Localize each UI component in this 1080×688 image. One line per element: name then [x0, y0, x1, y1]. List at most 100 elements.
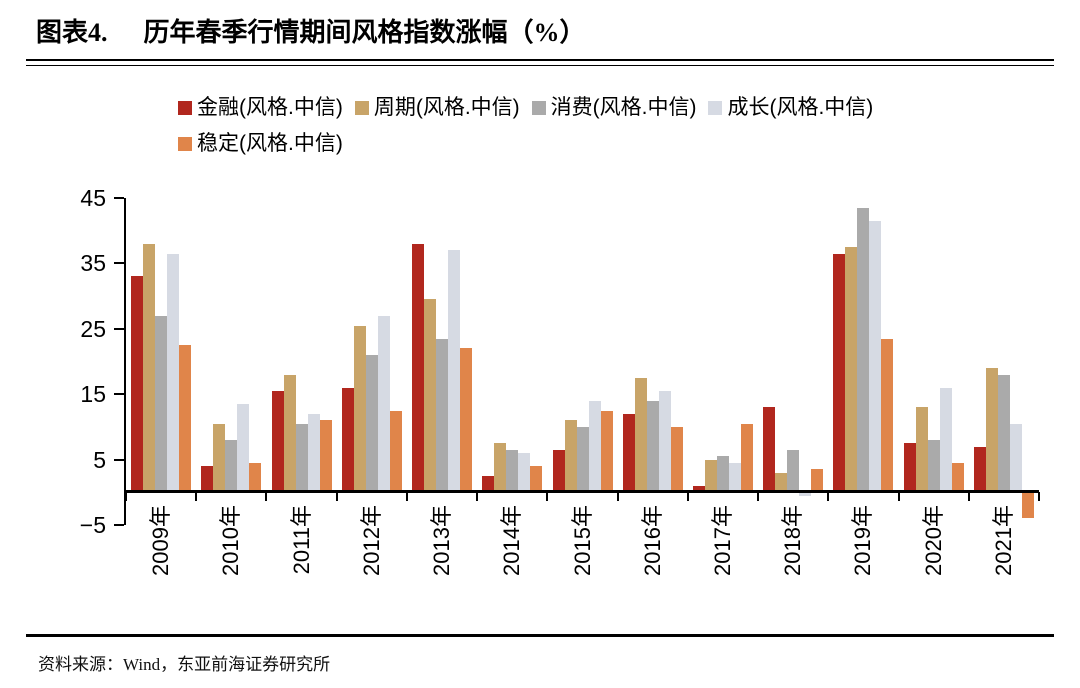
x-tick — [195, 492, 198, 502]
bar-cycle-2017 — [704, 459, 717, 493]
bar-cycle-2013 — [424, 299, 437, 493]
bar-cycle-2020 — [915, 407, 928, 493]
legend-swatch-stable — [178, 137, 192, 151]
bar-finance-2018 — [763, 407, 776, 493]
y-tick — [114, 262, 124, 265]
title-divider — [26, 59, 1054, 66]
bar-stable-2010 — [249, 462, 262, 493]
x-tick — [476, 492, 479, 502]
x-axis-label: 2014年 — [499, 505, 525, 577]
bar-growth-2020 — [939, 387, 952, 493]
bar-growth-2012 — [377, 315, 390, 493]
bar-stable-2017 — [740, 423, 753, 493]
bar-finance-2019 — [833, 253, 846, 493]
legend-item-cycle: 周期(风格.中信) — [354, 95, 520, 121]
legend-item-finance: 金融(风格.中信) — [178, 95, 343, 121]
bar-stable-2019 — [881, 338, 894, 493]
bar-stable-2015 — [600, 410, 613, 493]
y-tick — [114, 197, 124, 199]
x-axis-label: 2012年 — [358, 505, 384, 577]
bar-cycle-2021 — [985, 368, 998, 493]
y-tick — [114, 524, 124, 526]
x-tick — [405, 492, 408, 502]
y-tick-label: 35 — [80, 250, 106, 277]
x-tick — [265, 492, 268, 502]
x-axis-label: 2013年 — [429, 505, 455, 577]
bar-consumer-2010 — [225, 439, 238, 493]
x-axis-label: 2018年 — [780, 505, 806, 577]
bar-growth-2010 — [237, 404, 250, 493]
bar-finance-2010 — [201, 466, 214, 493]
x-axis-line — [124, 490, 1039, 493]
legend-swatch-finance — [178, 101, 192, 115]
bar-stable-2021 — [1021, 492, 1034, 519]
bar-growth-2019 — [869, 220, 882, 493]
x-tick — [686, 492, 689, 502]
y-axis-line — [124, 198, 126, 525]
legend-label-stable: 稳定(风格.中信) — [197, 132, 343, 155]
legend-item-consumer: 消费(风格.中信) — [531, 95, 697, 121]
bar-finance-2016 — [622, 413, 635, 493]
bar-finance-2015 — [552, 449, 565, 493]
y-tick-label: 15 — [80, 381, 106, 408]
legend-swatch-consumer — [531, 101, 546, 115]
x-axis-label: 2015年 — [569, 505, 595, 577]
x-tick — [757, 492, 760, 502]
bar-stable-2016 — [670, 426, 683, 493]
figure-title-text: 历年春季行情期间风格指数涨幅（%） — [143, 18, 586, 47]
x-axis-label: 2020年 — [920, 505, 946, 577]
bar-stable-2018 — [811, 469, 824, 493]
bar-cycle-2018 — [775, 472, 788, 493]
footer-divider — [26, 634, 1054, 637]
x-tick — [616, 492, 619, 502]
x-tick — [897, 492, 900, 502]
bar-stable-2013 — [460, 348, 473, 493]
bar-consumer-2017 — [716, 456, 729, 493]
bar-growth-2016 — [658, 390, 671, 493]
bar-finance-2021 — [973, 446, 986, 493]
bar-growth-2018 — [799, 492, 812, 496]
x-axis-label: 2019年 — [850, 505, 876, 577]
bar-cycle-2015 — [564, 420, 577, 493]
legend-label-consumer: 消费(风格.中信) — [550, 96, 697, 119]
bar-consumer-2020 — [927, 439, 940, 493]
bar-consumer-2012 — [365, 354, 378, 493]
y-tick-label: 5 — [93, 446, 106, 473]
x-tick — [546, 492, 549, 502]
bar-growth-2014 — [518, 453, 531, 493]
x-axis-label: 2017年 — [709, 505, 735, 577]
legend: 金融(风格.中信) 周期(风格.中信) 消费(风格.中信) 成长(风格.中信) 稳定(风… — [172, 90, 908, 162]
bar-finance-2014 — [482, 475, 495, 493]
x-axis-label: 2009年 — [148, 505, 174, 577]
x-tick — [827, 492, 830, 502]
x-tick — [1038, 492, 1040, 502]
x-axis-label: 2021年 — [990, 505, 1016, 577]
figure-number: 图表4. — [36, 18, 108, 47]
x-axis-label: 2010年 — [218, 505, 244, 577]
bar-finance-2017 — [692, 485, 705, 493]
y-tick-label: −5 — [79, 512, 106, 538]
bar-consumer-2021 — [997, 374, 1010, 493]
bar-cycle-2012 — [353, 325, 366, 493]
figure-title: 图表4. 历年春季行情期间风格指数涨幅（%） — [26, 16, 1054, 50]
data-source: 资料来源：Wind，东亚前海证券研究所 — [38, 655, 331, 674]
legend-swatch-cycle — [354, 101, 369, 115]
bar-cycle-2010 — [213, 423, 226, 493]
y-tick-label: 25 — [80, 315, 106, 342]
bar-growth-2009 — [167, 253, 180, 493]
bar-growth-2021 — [1009, 423, 1022, 493]
bar-stable-2014 — [530, 466, 543, 493]
bar-consumer-2011 — [295, 423, 308, 493]
x-tick — [335, 492, 338, 502]
plot-area: 45 35 25 15 5 −5 2009年 2010年 2011年 2012年 2013年 2014… — [80, 185, 1040, 576]
bar-chart: 45 35 25 15 5 −5 2009年 2010年 2011年 2012年 2013年 2014… — [26, 184, 1054, 630]
legend-label-cycle: 周期(风格.中信) — [373, 96, 520, 119]
bar-consumer-2018 — [787, 449, 800, 493]
legend-item-stable: 稳定(风格.中信) — [178, 131, 343, 157]
bar-finance-2012 — [341, 387, 354, 493]
legend-item-growth: 成长(风格.中信) — [708, 95, 873, 121]
y-tick-label: 45 — [80, 185, 106, 211]
bar-growth-2013 — [448, 250, 461, 493]
bar-stable-2009 — [179, 345, 192, 493]
legend-label-finance: 金融(风格.中信) — [197, 96, 343, 119]
